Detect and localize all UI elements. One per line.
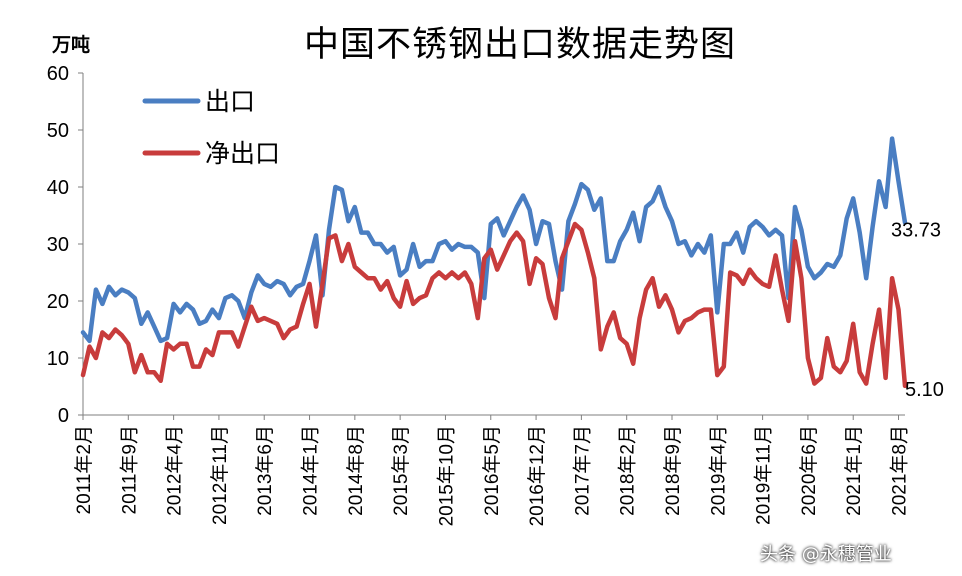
y-axis-unit: 万吨: [52, 34, 91, 56]
x-tick-label: 2019年4月: [707, 425, 729, 516]
y-tick-label: 60: [47, 63, 69, 85]
x-tick-label: 2013年6月: [254, 425, 276, 516]
end-value-label: 5.10: [905, 379, 944, 401]
x-tick-label: 2014年8月: [345, 425, 367, 516]
x-tick-label: 2019年11月: [753, 425, 775, 525]
x-tick-label: 2020年6月: [798, 425, 820, 516]
x-tick-label: 2011年9月: [118, 425, 140, 514]
legend-label: 出口: [205, 88, 255, 116]
x-tick-label: 2016年5月: [481, 425, 503, 516]
x-tick-label: 2021年8月: [889, 425, 911, 516]
legend-label: 净出口: [205, 140, 280, 168]
x-tick-label: 2021年1月: [843, 425, 865, 516]
x-tick-label: 2011年2月: [73, 425, 95, 514]
end-value-label: 33.73: [891, 220, 941, 242]
y-tick-label: 0: [58, 405, 69, 427]
x-tick-label: 2018年2月: [617, 425, 639, 516]
y-tick-label: 10: [47, 348, 69, 370]
x-tick-label: 2014年1月: [300, 425, 322, 516]
x-tick-label: 2015年3月: [390, 425, 412, 516]
x-tick-label: 2016年12月: [526, 425, 548, 526]
watermark-text: 头条 @永穗管业: [760, 544, 892, 565]
y-tick-label: 20: [47, 291, 69, 313]
y-tick-label: 50: [47, 120, 69, 142]
series-line-net-export: [80, 221, 908, 389]
x-tick-label: 2018年9月: [662, 425, 684, 516]
x-tick-label: 2012年4月: [164, 425, 186, 516]
y-tick-label: 40: [47, 177, 69, 199]
series-line-export: [80, 136, 908, 344]
x-tick-label: 2015年10月: [435, 425, 457, 526]
x-tick-label: 2017年7月: [571, 425, 593, 516]
x-tick-label: 2012年11月: [209, 425, 231, 525]
y-tick-label: 30: [47, 234, 69, 256]
chart-title: 中国不锈钢出口数据走势图: [303, 25, 736, 65]
